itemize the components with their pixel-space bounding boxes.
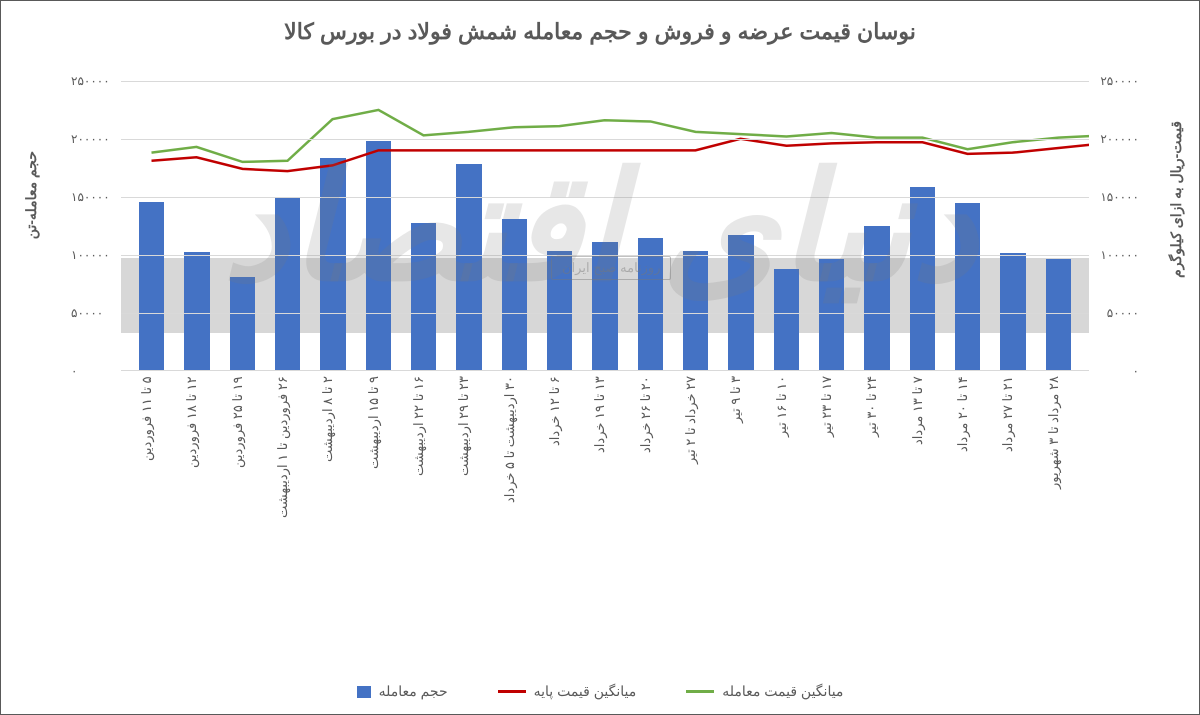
legend-label: حجم معامله bbox=[379, 683, 448, 700]
y-left-axis-title: حجم معامله-تن bbox=[23, 151, 39, 239]
bar-fill bbox=[502, 219, 527, 370]
x-label: ۷ تا ۱۳ مرداد bbox=[910, 376, 935, 636]
bar-fill bbox=[184, 252, 209, 370]
chart-title: نوسان قیمت عرضه و فروش و حجم معامله شمش … bbox=[1, 1, 1199, 55]
y-right-tick: ۱۰۰۰۰۰ bbox=[1094, 248, 1139, 262]
bar-fill bbox=[683, 251, 708, 370]
y-right-tick: ۱۵۰۰۰۰ bbox=[1094, 190, 1139, 204]
y-right-tick: ۵۰۰۰۰ bbox=[1094, 306, 1139, 320]
gridline bbox=[121, 197, 1089, 198]
x-label: ۱۰ تا ۱۶ تیر bbox=[774, 376, 799, 636]
legend-label: میانگین قیمت معامله bbox=[722, 683, 843, 700]
x-label: ۱۴ تا ۲۰ مرداد bbox=[955, 376, 980, 636]
x-label: ۱۹ تا ۲۵ فروردین bbox=[230, 376, 255, 636]
x-label: ۱۷ تا ۲۳ تیر bbox=[819, 376, 844, 636]
y-left-tick: ۵۰۰۰۰ bbox=[71, 306, 116, 320]
bar-fill bbox=[774, 269, 799, 370]
x-label: ۳۰ اردیبهشت تا ۵ خرداد bbox=[502, 376, 527, 636]
y-right-labels: ۰۵۰۰۰۰۱۰۰۰۰۰۱۵۰۰۰۰۲۰۰۰۰۰۲۵۰۰۰۰ bbox=[1094, 81, 1139, 371]
y-left-tick: ۲۰۰۰۰۰ bbox=[71, 132, 116, 146]
bar-fill bbox=[411, 223, 436, 370]
x-label: ۵ تا ۱۱ فروردین bbox=[139, 376, 164, 636]
legend-item: میانگین قیمت معامله bbox=[686, 683, 843, 700]
y-left-tick: ۲۵۰۰۰۰ bbox=[71, 74, 116, 88]
y-right-axis-title: قیمت-ریال به ازای کیلوگرم bbox=[1168, 121, 1184, 278]
legend-item: میانگین قیمت پایه bbox=[498, 683, 637, 700]
bar-fill bbox=[230, 277, 255, 370]
bar-fill bbox=[864, 226, 889, 370]
gridline bbox=[121, 313, 1089, 314]
x-label: ۲۷ خرداد تا ۲ تیر bbox=[683, 376, 708, 636]
y-right-tick: ۲۰۰۰۰۰ bbox=[1094, 132, 1139, 146]
x-label: ۲۶ فروردین تا ۱ اردیبهشت bbox=[275, 376, 300, 636]
legend-item: حجم معامله bbox=[357, 683, 448, 700]
bar-fill bbox=[456, 164, 481, 370]
gridline bbox=[121, 81, 1089, 82]
bar-fill bbox=[592, 242, 617, 370]
gridline bbox=[121, 139, 1089, 140]
x-label: ۲۱ تا ۲۷ مرداد bbox=[1000, 376, 1025, 636]
legend-swatch-line bbox=[498, 690, 526, 693]
y-left-tick: ۰ bbox=[71, 364, 116, 378]
x-label: ۲۴ تا ۳۰ تیر bbox=[864, 376, 889, 636]
x-label: ۳ تا ۹ تیر bbox=[728, 376, 753, 636]
x-label: ۱۳ تا ۱۹ خرداد bbox=[592, 376, 617, 636]
y-left-labels: ۰۵۰۰۰۰۱۰۰۰۰۰۱۵۰۰۰۰۲۰۰۰۰۰۲۵۰۰۰۰ bbox=[71, 81, 116, 371]
bar-fill bbox=[910, 187, 935, 370]
x-label: ۱۶ تا ۲۲ اردیبهشت bbox=[411, 376, 436, 636]
bar-fill bbox=[955, 203, 980, 370]
x-labels: ۵ تا ۱۱ فروردین ۱۲ تا ۱۸ فروردین ۱۹ تا ۲۵ … bbox=[121, 376, 1089, 636]
y-right-tick: ۰ bbox=[1094, 364, 1139, 378]
bar-fill bbox=[320, 158, 345, 370]
y-right-tick: ۲۵۰۰۰۰ bbox=[1094, 74, 1139, 88]
x-label: ۹ تا ۱۵ اردیبهشت bbox=[366, 376, 391, 636]
legend-label: میانگین قیمت پایه bbox=[534, 683, 637, 700]
bar-fill bbox=[275, 198, 300, 370]
legend: حجم معامله میانگین قیمت پایه میانگین قیمت … bbox=[1, 683, 1199, 700]
bar-fill bbox=[139, 202, 164, 370]
bar-fill bbox=[819, 259, 844, 370]
bar-fill bbox=[638, 238, 663, 370]
bar-fill bbox=[1000, 253, 1025, 370]
x-label: ۲۰ تا ۲۶ خرداد bbox=[638, 376, 663, 636]
x-label: ۶ تا ۱۲ خرداد bbox=[547, 376, 572, 636]
y-left-tick: ۱۰۰۰۰۰ bbox=[71, 248, 116, 262]
bar-fill bbox=[1046, 259, 1071, 370]
legend-swatch-bar bbox=[357, 686, 371, 698]
bars-group bbox=[121, 81, 1089, 370]
x-label: ۱۲ تا ۱۸ فروردین bbox=[184, 376, 209, 636]
plot-area bbox=[121, 81, 1089, 371]
y-left-tick: ۱۵۰۰۰۰ bbox=[71, 190, 116, 204]
x-label: ۲۸ مرداد تا ۳ شهریور bbox=[1046, 376, 1071, 636]
x-label: ۲۳ تا ۲۹ اردیبهشت bbox=[456, 376, 481, 636]
bar-fill bbox=[547, 251, 572, 370]
legend-swatch-line bbox=[686, 690, 714, 693]
gridline bbox=[121, 255, 1089, 256]
x-label: ۲ تا ۸ اردیبهشت bbox=[320, 376, 345, 636]
chart-container: نوسان قیمت عرضه و فروش و حجم معامله شمش … bbox=[0, 0, 1200, 715]
